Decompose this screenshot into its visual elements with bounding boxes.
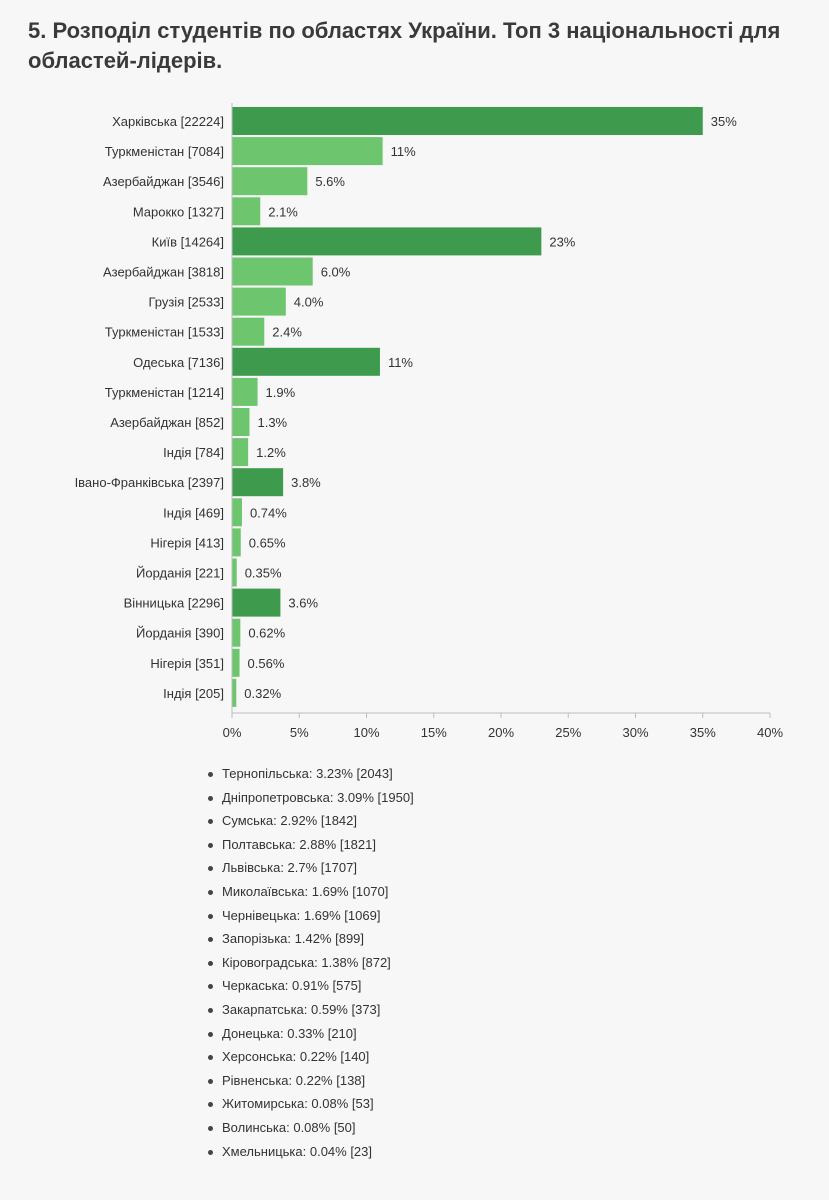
category-label: Одеська [7136] (133, 355, 224, 370)
data-label: 6.0% (321, 265, 351, 280)
x-tick-label: 5% (290, 725, 309, 740)
category-label: Йорданія [390] (136, 626, 224, 641)
bar (232, 227, 542, 256)
category-label: Харківська [22224] (112, 114, 224, 129)
data-label: 1.9% (266, 385, 296, 400)
other-region-item: Донецька: 0.33% [210] (205, 1022, 414, 1046)
category-label: Йорданія [221] (136, 566, 224, 581)
bar (232, 347, 380, 376)
x-tick-label: 25% (555, 725, 581, 740)
data-label: 0.65% (249, 535, 286, 550)
bar (232, 137, 383, 166)
bar (232, 468, 284, 497)
category-label: Івано-Франківська [2397] (75, 475, 224, 490)
data-label: 2.1% (268, 204, 298, 219)
data-label: 1.3% (257, 415, 287, 430)
page-title: 5. Розподіл студентів по областях Україн… (28, 18, 781, 73)
other-region-item: Хмельницька: 0.04% [23] (205, 1140, 414, 1164)
bar-chart: Харківська [22224] 35% Туркменістан [7084]… (0, 90, 829, 750)
bar (232, 528, 241, 557)
data-label: 0.74% (250, 505, 287, 520)
other-region-item: Закарпатська: 0.59% [373] (205, 998, 414, 1022)
category-label: Азербайджан [3818] (103, 265, 224, 280)
data-label: 35% (711, 114, 737, 129)
other-region-item: Дніпропетровська: 3.09% [1950] (205, 786, 414, 810)
bar (232, 648, 240, 677)
bar (232, 558, 237, 587)
bar (232, 287, 286, 316)
bar (232, 408, 250, 436)
bar (232, 107, 703, 135)
data-label: 0.62% (248, 626, 285, 641)
x-tick-label: 30% (622, 725, 648, 740)
bar (232, 588, 281, 617)
x-tick-label: 0% (223, 725, 242, 740)
other-region-item: Волинська: 0.08% [50] (205, 1116, 414, 1140)
data-label: 4.0% (294, 295, 324, 310)
x-tick-label: 15% (421, 725, 447, 740)
category-label: Нігерія [351] (150, 656, 224, 671)
bar (232, 678, 237, 707)
other-region-item: Житомирська: 0.08% [53] (205, 1092, 414, 1116)
category-label: Туркменістан [1214] (105, 385, 224, 400)
category-label: Вінницька [2296] (124, 596, 224, 611)
other-region-item: Черкаська: 0.91% [575] (205, 974, 414, 998)
data-label: 23% (549, 234, 575, 249)
bar (232, 618, 241, 647)
category-label: Туркменістан [7084] (105, 144, 224, 159)
category-label: Нігерія [413] (150, 535, 224, 550)
data-label: 0.56% (248, 656, 285, 671)
category-label: Індія [784] (163, 445, 224, 460)
other-region-item: Запорізька: 1.42% [899] (205, 927, 414, 951)
data-label: 11% (391, 144, 416, 159)
bar (232, 377, 258, 406)
category-label: Індія [205] (163, 686, 224, 701)
data-label: 11% (388, 355, 413, 370)
data-label: 2.4% (272, 325, 302, 340)
x-tick-label: 10% (353, 725, 379, 740)
category-label: Азербайджан [3546] (103, 174, 224, 189)
data-label: 1.2% (256, 445, 286, 460)
other-region-item: Чернівецька: 1.69% [1069] (205, 904, 414, 928)
other-region-item: Львівська: 2.7% [1707] (205, 856, 414, 880)
bar-chart-svg: Харківська [22224] 35% Туркменістан [7084]… (75, 103, 783, 740)
x-tick-label: 35% (690, 725, 716, 740)
other-region-item: Полтавська: 2.88% [1821] (205, 833, 414, 857)
bar (232, 197, 261, 226)
other-region-item: Херсонська: 0.22% [140] (205, 1045, 414, 1069)
category-label: Київ [14264] (152, 234, 224, 249)
other-region-item: Тернопільська: 3.23% [2043] (205, 762, 414, 786)
x-tick-label: 20% (488, 725, 514, 740)
category-label: Індія [469] (163, 505, 224, 520)
data-label: 0.35% (245, 566, 282, 581)
data-label: 5.6% (315, 174, 345, 189)
other-region-item: Сумська: 2.92% [1842] (205, 809, 414, 833)
category-label: Азербайджан [852] (110, 415, 224, 430)
other-region-item: Рівненська: 0.22% [138] (205, 1069, 414, 1093)
data-label: 0.32% (244, 686, 281, 701)
data-label: 3.6% (288, 596, 318, 611)
data-label: 3.8% (291, 475, 321, 490)
other-region-item: Кіровоградська: 1.38% [872] (205, 951, 414, 975)
bar (232, 498, 242, 527)
other-region-item: Миколаївська: 1.69% [1070] (205, 880, 414, 904)
other-regions-list: Тернопільська: 3.23% [2043] Дніпропетровс… (205, 762, 414, 1163)
bar (232, 167, 308, 196)
x-tick-label: 40% (757, 725, 783, 740)
bar (232, 317, 265, 346)
bar (232, 438, 249, 467)
category-label: Туркменістан [1533] (105, 325, 224, 340)
bar (232, 257, 313, 286)
category-label: Марокко [1327] (133, 204, 224, 219)
category-label: Грузія [2533] (148, 295, 224, 310)
